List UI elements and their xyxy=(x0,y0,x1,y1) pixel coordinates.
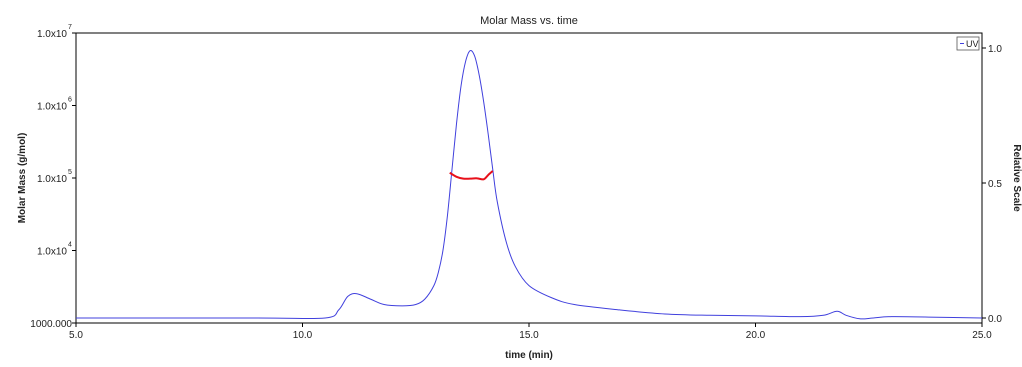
y2-tick-label: 0.5 xyxy=(988,179,1002,190)
x-tick-label: 25.0 xyxy=(972,330,992,341)
plot-area-frame xyxy=(75,32,983,324)
y2-axis-ticks: 0.0 0.5 1.0 xyxy=(982,44,1002,325)
y-tick-exponent: 7 xyxy=(68,24,72,31)
series-line-molar-mass xyxy=(449,170,494,181)
y-tick-exponent: 5 xyxy=(68,169,72,176)
y-tick-label: 1.0x10 xyxy=(37,29,67,40)
y-axis-title: Molar Mass (g/mol) xyxy=(17,133,28,224)
legend: UV xyxy=(956,36,980,51)
y-tick-label: 1000.000 xyxy=(30,319,72,330)
x-tick-label: 20.0 xyxy=(746,330,766,341)
y2-axis-title: Relative Scale xyxy=(1011,144,1022,212)
x-axis-title: time (min) xyxy=(505,350,553,361)
y-tick-label: 1.0x10 xyxy=(37,174,67,185)
y2-tick-label: 1.0 xyxy=(988,44,1002,55)
x-axis-ticks: 5.0 10.0 15.0 20.0 25.0 xyxy=(69,323,992,341)
series-line-uv xyxy=(76,50,983,320)
y-tick-label: 1.0x10 xyxy=(37,247,67,258)
series-layer xyxy=(76,50,983,320)
y-tick-exponent: 4 xyxy=(68,242,72,249)
legend-label-uv: UV xyxy=(966,39,979,49)
chart-title: Molar Mass vs. time xyxy=(480,15,578,27)
y-tick-exponent: 6 xyxy=(68,97,72,104)
y2-tick-label: 0.0 xyxy=(988,314,1002,325)
x-tick-label: 5.0 xyxy=(69,330,83,341)
x-tick-label: 15.0 xyxy=(519,330,539,341)
y-tick-label: 1.0x10 xyxy=(37,102,67,113)
x-tick-label: 10.0 xyxy=(293,330,313,341)
legend-box xyxy=(956,36,980,51)
